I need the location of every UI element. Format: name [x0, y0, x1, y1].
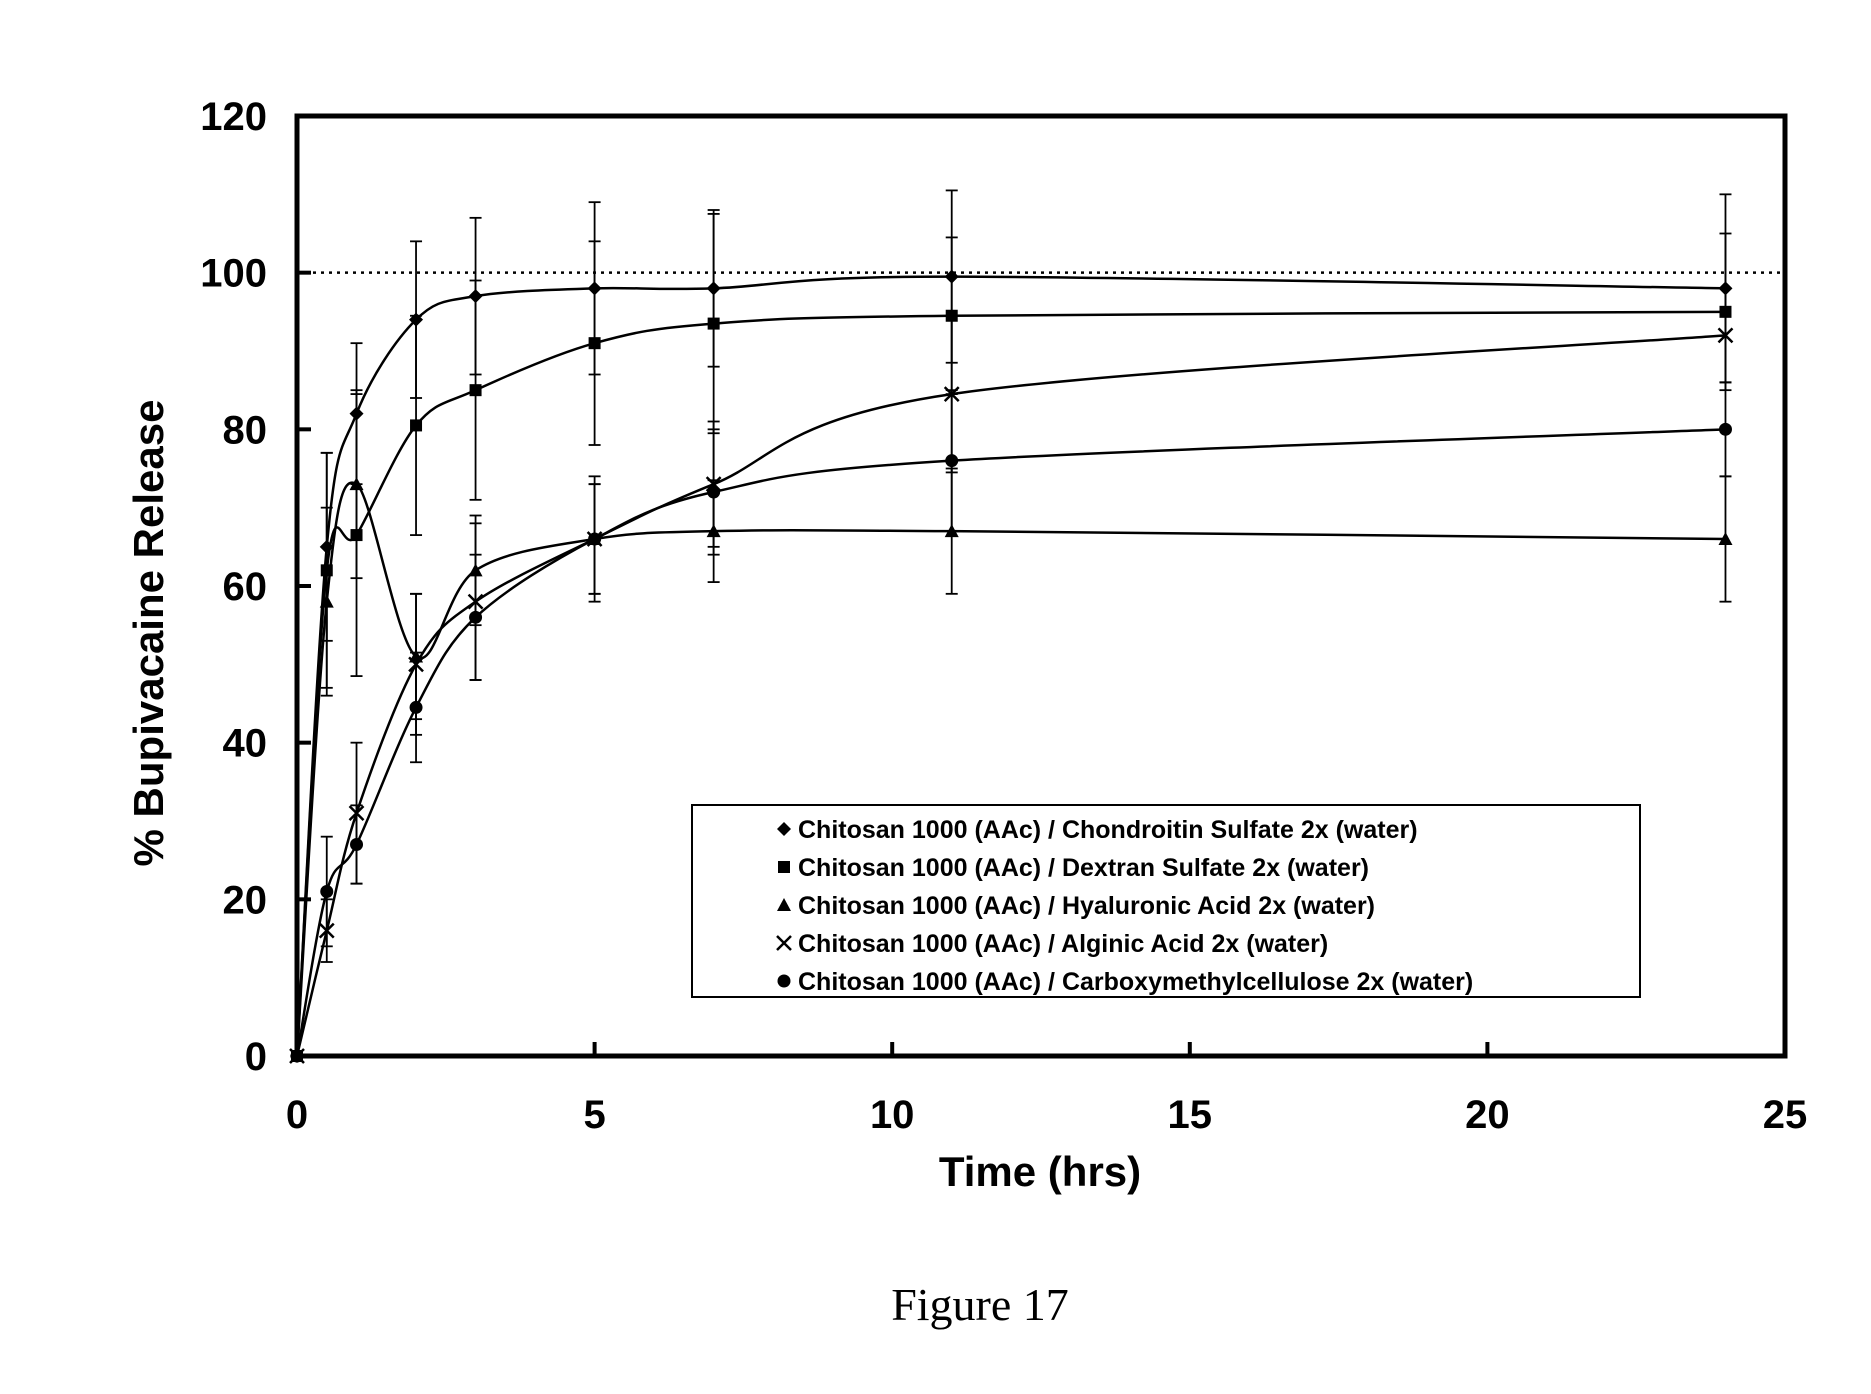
x-axis-title: Time (hrs) — [939, 1148, 1141, 1195]
y-tick-label: 100 — [200, 252, 267, 296]
y-tick-label: 20 — [223, 878, 268, 922]
data-point — [1719, 423, 1732, 436]
data-point — [588, 533, 601, 546]
y-tick-label: 60 — [223, 565, 268, 609]
data-point — [945, 454, 958, 467]
data-point — [410, 419, 422, 431]
legend: Chitosan 1000 (AAc) / Chondroitin Sulfat… — [692, 805, 1640, 997]
x-tick-label: 0 — [286, 1093, 308, 1137]
y-tick-label: 120 — [200, 95, 267, 139]
legend-entry: Chitosan 1000 (AAc) / Carboxymethylcellu… — [798, 968, 1473, 996]
data-point — [708, 318, 720, 330]
y-axis-title: % Bupivacaine Release — [125, 400, 172, 867]
data-point — [350, 838, 363, 851]
legend-entry: Chitosan 1000 (AAc) / Dextran Sulfate 2x… — [798, 854, 1369, 882]
data-point — [410, 701, 423, 714]
x-tick-label: 5 — [583, 1093, 605, 1137]
legend-marker — [778, 975, 791, 988]
data-point — [291, 1050, 304, 1063]
data-point — [320, 885, 333, 898]
data-point — [469, 611, 482, 624]
legend-marker — [778, 861, 790, 873]
legend-entry: Chitosan 1000 (AAc) / Alginic Acid 2x (w… — [798, 930, 1328, 958]
x-tick-label: 15 — [1168, 1093, 1213, 1137]
y-tick-label: 80 — [223, 408, 268, 452]
y-tick-label: 0 — [245, 1035, 267, 1079]
legend-entry: Chitosan 1000 (AAc) / Chondroitin Sulfat… — [798, 816, 1418, 844]
data-point — [470, 384, 482, 396]
y-tick-label: 40 — [223, 722, 268, 766]
legend-entry: Chitosan 1000 (AAc) / Hyaluronic Acid 2x… — [798, 892, 1375, 920]
data-point — [707, 486, 720, 499]
x-tick-label: 20 — [1465, 1093, 1510, 1137]
x-tick-label: 25 — [1763, 1093, 1808, 1137]
x-tick-label: 10 — [870, 1093, 915, 1137]
data-point — [589, 337, 601, 349]
figure-caption: Figure 17 — [891, 1279, 1069, 1330]
